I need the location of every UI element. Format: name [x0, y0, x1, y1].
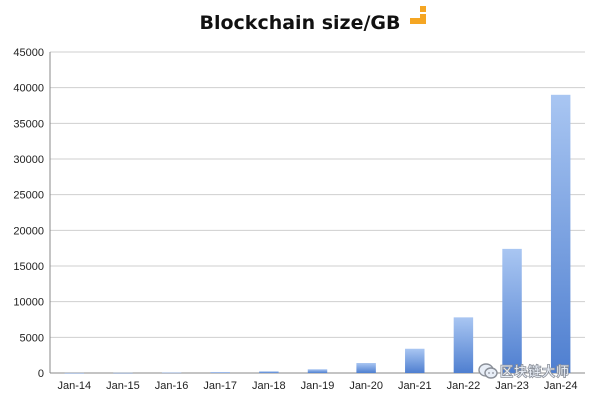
bar-jan-18 [259, 371, 279, 373]
y-tick-label: 15000 [13, 261, 44, 273]
x-tick-label: Jan-16 [155, 380, 189, 392]
bar-jan-15 [113, 372, 133, 374]
bar-jan-20 [356, 363, 376, 373]
x-tick-label: Jan-14 [57, 380, 91, 392]
orange-blocks-logo-icon [410, 6, 426, 24]
x-tick-label: Jan-19 [301, 380, 335, 392]
bar-jan-24 [550, 94, 571, 374]
x-tick-label: Jan-24 [544, 380, 578, 392]
x-tick-label: Jan-23 [495, 380, 529, 392]
bar-jan-23 [502, 248, 522, 373]
y-tick-label: 10000 [13, 297, 44, 309]
bar-jan-14 [64, 372, 85, 374]
y-tick-label: 45000 [13, 47, 44, 59]
y-tick-label: 5000 [20, 332, 44, 344]
bar-jan-22 [453, 317, 474, 373]
x-tick-label: Jan-20 [349, 380, 383, 392]
chart-title: Blockchain size/GB [199, 12, 401, 34]
y-tick-label: 0 [38, 368, 44, 380]
x-tick-label: Jan-18 [252, 380, 286, 392]
watermark: 区块链大师 [478, 360, 593, 382]
y-tick-label: 30000 [13, 154, 44, 166]
bar-jan-19 [307, 369, 328, 373]
bar-jan-17 [210, 372, 230, 373]
bar-jan-16 [161, 372, 182, 374]
y-tick-label: 20000 [13, 225, 44, 237]
bar-jan-21 [405, 348, 425, 373]
x-tick-label: Jan-21 [398, 380, 432, 392]
y-tick-label: 35000 [13, 118, 44, 130]
watermark-text: 区块链大师 [499, 364, 571, 381]
x-tick-label: Jan-17 [203, 380, 237, 392]
x-tick-label: Jan-15 [106, 380, 140, 392]
y-tick-label: 25000 [13, 190, 44, 202]
wechat-icon [478, 363, 498, 379]
y-tick-label: 40000 [13, 83, 44, 95]
x-tick-label: Jan-22 [447, 380, 481, 392]
